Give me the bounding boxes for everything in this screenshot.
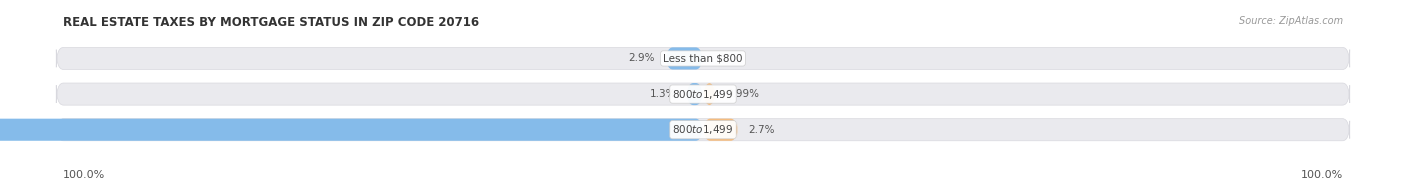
FancyBboxPatch shape xyxy=(703,83,716,105)
Text: $800 to $1,499: $800 to $1,499 xyxy=(672,123,734,136)
Text: Less than $800: Less than $800 xyxy=(664,54,742,64)
FancyBboxPatch shape xyxy=(665,47,703,70)
Text: 2.7%: 2.7% xyxy=(748,125,775,135)
Text: REAL ESTATE TAXES BY MORTGAGE STATUS IN ZIP CODE 20716: REAL ESTATE TAXES BY MORTGAGE STATUS IN … xyxy=(63,16,479,29)
Text: 0.99%: 0.99% xyxy=(725,89,759,99)
FancyBboxPatch shape xyxy=(56,47,1350,70)
FancyBboxPatch shape xyxy=(0,119,703,141)
Text: 2.9%: 2.9% xyxy=(628,54,655,64)
Text: 100.0%: 100.0% xyxy=(1301,170,1343,180)
FancyBboxPatch shape xyxy=(686,83,703,105)
Text: 1.3%: 1.3% xyxy=(650,89,676,99)
Text: $800 to $1,499: $800 to $1,499 xyxy=(672,88,734,101)
FancyBboxPatch shape xyxy=(56,83,1350,105)
FancyBboxPatch shape xyxy=(703,119,738,141)
FancyBboxPatch shape xyxy=(56,119,1350,141)
Text: 100.0%: 100.0% xyxy=(63,170,105,180)
Text: Source: ZipAtlas.com: Source: ZipAtlas.com xyxy=(1239,16,1343,26)
